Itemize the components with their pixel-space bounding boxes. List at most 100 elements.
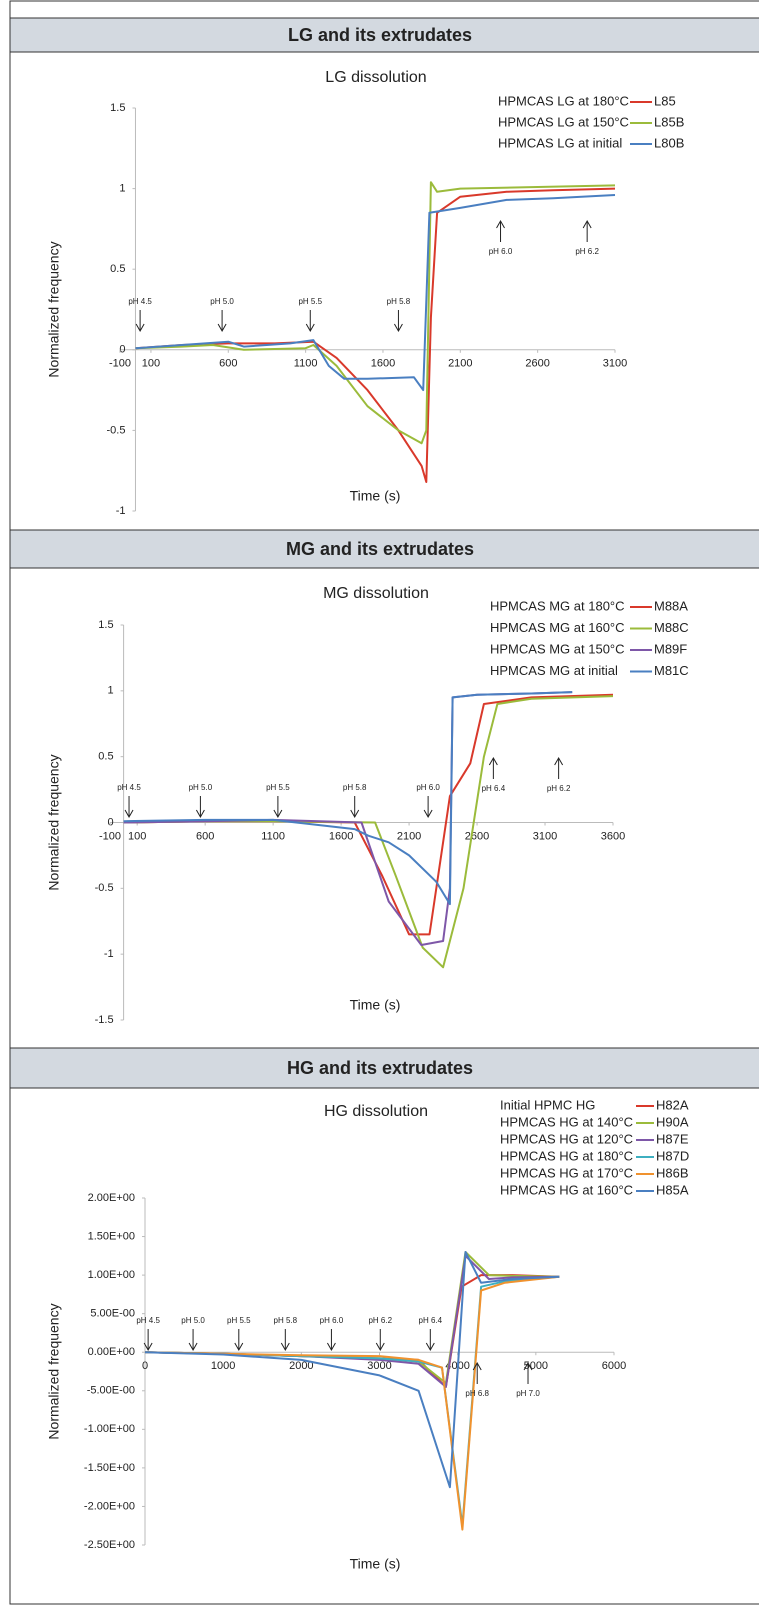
ph-label: pH 5.0 <box>189 783 213 792</box>
ph-label: pH 5.0 <box>181 1316 205 1325</box>
x-tick-label: 3100 <box>533 830 557 842</box>
legend-entry: H87E <box>656 1131 689 1146</box>
ph-arrow-head <box>135 323 145 333</box>
legend-entry: H87D <box>656 1148 689 1163</box>
section-header: LG and its extrudates <box>288 25 472 45</box>
y-tick-label: 0.5 <box>98 751 113 763</box>
ph-label: pH 4.5 <box>117 783 141 792</box>
y-tick-label: -0.5 <box>95 882 114 894</box>
x-tick-label: 5000 <box>524 1360 548 1372</box>
ph-arrow-head <box>273 809 283 819</box>
legend-label: HPMCAS HG at 120°C <box>500 1131 633 1146</box>
legend-entry: L85B <box>654 114 684 129</box>
legend-label: Initial HPMC HG <box>500 1097 595 1112</box>
y-tick-label: -2.00E+00 <box>84 1500 135 1512</box>
y-tick-label: -2.50E+00 <box>84 1539 135 1551</box>
ph-arrow-head <box>488 756 498 766</box>
x-tick-label: 600 <box>196 830 214 842</box>
x-tick-label: 600 <box>219 358 237 370</box>
legend-entry: L85 <box>654 93 676 108</box>
data-line <box>144 1275 560 1531</box>
data-line <box>135 187 616 483</box>
data-line <box>144 1251 560 1385</box>
ph-label: pH 6.4 <box>419 1316 443 1325</box>
legend-label: HPMCAS HG at 160°C <box>500 1182 633 1197</box>
y-tick-label: -1 <box>116 505 126 517</box>
x-tick-label: 1100 <box>261 830 285 842</box>
ph-label: pH 6.2 <box>368 1316 392 1325</box>
y-tick-label: -1.00E+00 <box>84 1423 135 1435</box>
y-axis-title: Normalized frequency <box>46 241 62 377</box>
ph-label: pH 5.5 <box>266 783 290 792</box>
x-tick-label: 1600 <box>329 830 353 842</box>
legend-entry: M88C <box>654 620 689 635</box>
ph-arrow-head <box>350 809 360 819</box>
ph-arrow-head <box>582 219 592 229</box>
ph-label: pH 5.0 <box>210 297 234 306</box>
ph-label: pH 6.4 <box>482 784 506 793</box>
legend-entry: M88A <box>654 598 688 613</box>
ph-arrow-head <box>217 323 227 333</box>
section-header-band <box>9 529 759 569</box>
ph-label: pH 5.8 <box>343 783 367 792</box>
x-tick-label: 2600 <box>525 358 549 370</box>
legend-entry: M89F <box>654 641 687 656</box>
section-header: MG and its extrudates <box>286 539 474 559</box>
y-tick-label: -0.5 <box>107 424 126 436</box>
x-axis-title: Time (s) <box>350 488 401 504</box>
section-header-band <box>9 17 759 53</box>
ph-arrow-head <box>188 1342 198 1352</box>
data-line <box>135 181 616 445</box>
x-tick-label: -100 <box>99 830 121 842</box>
legend-label: HPMCAS LG at initial <box>498 135 622 150</box>
ph-arrow-head <box>423 809 433 819</box>
ph-label: pH 5.8 <box>274 1316 298 1325</box>
y-tick-label: 1.50E+00 <box>88 1230 135 1242</box>
ph-arrow-head <box>195 809 205 819</box>
ph-label: pH 4.5 <box>136 1316 160 1325</box>
y-tick-label: -1.50E+00 <box>84 1462 135 1474</box>
data-line <box>135 194 616 392</box>
ph-label: pH 6.0 <box>416 783 440 792</box>
x-tick-label: 3000 <box>367 1360 391 1372</box>
ph-arrow-head <box>375 1342 385 1352</box>
x-tick-label: 3100 <box>603 358 627 370</box>
y-tick-label: 0.5 <box>110 263 125 275</box>
ph-label: pH 5.8 <box>387 297 411 306</box>
x-tick-label: 6000 <box>602 1360 626 1372</box>
frame <box>9 0 759 1605</box>
ph-label: pH 5.5 <box>227 1316 251 1325</box>
ph-arrow-head <box>496 219 505 229</box>
x-tick-label: 2100 <box>448 358 472 370</box>
legend-entry: H85A <box>656 1182 689 1197</box>
ph-arrow-head <box>326 1342 336 1352</box>
ph-arrow-head <box>554 756 564 766</box>
y-axis-title: Normalized frequency <box>46 754 62 890</box>
ph-label: pH 4.5 <box>128 297 152 306</box>
x-tick-label: 100 <box>128 830 146 842</box>
y-tick-label: -5.00E-00 <box>87 1385 135 1397</box>
legend-label: HPMCAS MG at 150°C <box>490 641 625 656</box>
ph-arrow-head <box>523 1361 533 1371</box>
x-tick-label: 1000 <box>211 1360 235 1372</box>
y-tick-label: 1.5 <box>110 102 125 114</box>
chart-title: LG dissolution <box>325 69 426 86</box>
ph-arrow-head <box>425 1342 435 1352</box>
legend-label: HPMCAS HG at 170°C <box>500 1165 633 1180</box>
y-tick-label: 1.5 <box>98 619 113 631</box>
ph-arrow-head <box>472 1361 482 1371</box>
legend-label: HPMCAS MG at 160°C <box>490 620 625 635</box>
ph-label: pH 6.0 <box>489 247 513 256</box>
y-tick-label: 0 <box>119 344 125 356</box>
legend-label: HPMCAS LG at 150°C <box>498 114 629 129</box>
chart-title: MG dissolution <box>323 585 429 602</box>
x-tick-label: 1100 <box>294 358 318 370</box>
ph-label: pH 6.0 <box>320 1316 344 1325</box>
x-tick-label: -100 <box>109 358 131 370</box>
data-line <box>123 695 614 969</box>
legend-label: HPMCAS HG at 140°C <box>500 1114 633 1129</box>
x-tick-label: 3600 <box>601 830 625 842</box>
legend-entry: M81C <box>654 663 689 678</box>
ph-label: pH 6.2 <box>547 784 571 793</box>
ph-arrow-head <box>124 809 134 819</box>
